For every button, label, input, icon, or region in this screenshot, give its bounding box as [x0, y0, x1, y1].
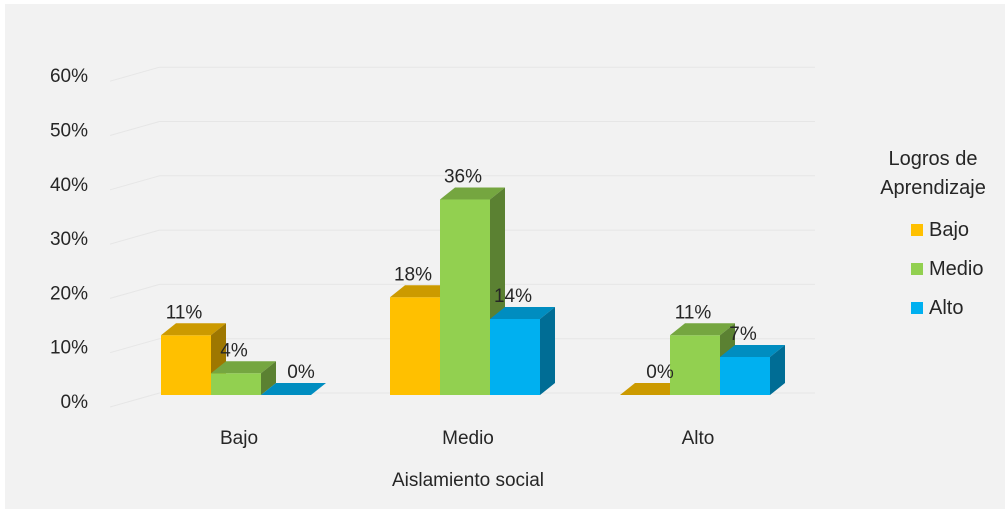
- y-tick-label: 20%: [50, 283, 88, 304]
- data-label: 11%: [675, 302, 712, 323]
- legend-swatch: [911, 302, 923, 314]
- data-label: 14%: [494, 286, 532, 307]
- gridline-diag: [109, 175, 160, 191]
- x-tick-label: Medio: [442, 428, 494, 449]
- y-tick-label: 40%: [50, 175, 88, 196]
- bar-alto-alto: [720, 344, 785, 395]
- gridline-diag: [109, 66, 160, 82]
- legend-label: Alto: [929, 297, 963, 319]
- x-axis-title: Aislamiento social: [392, 470, 544, 491]
- data-label: 36%: [444, 167, 482, 188]
- legend: Logros de Aprendizaje Bajo Medio Alto: [880, 148, 986, 319]
- gridline-diag: [109, 121, 160, 136]
- data-label: 0%: [287, 362, 315, 383]
- legend-swatch: [911, 224, 923, 236]
- bar-chart-3d: 0% 10% 20% 30% 40% 50% 60% 11% 4% 0% 18% 36% 14% 0% 1…: [50, 66, 986, 491]
- data-label: 11%: [166, 302, 203, 323]
- bar-alto-bajo: [620, 383, 685, 395]
- gridline-diag: [109, 338, 160, 354]
- data-label: 7%: [729, 324, 757, 345]
- bar-medio-alto: [490, 306, 555, 395]
- legend-label: Medio: [929, 258, 983, 280]
- legend-label: Bajo: [929, 219, 969, 241]
- gridline-diag: [109, 392, 160, 408]
- legend-title: Aprendizaje: [880, 177, 986, 199]
- y-tick-label: 60%: [50, 66, 88, 87]
- y-tick-label: 50%: [50, 121, 88, 142]
- bar-bajo-alto: [261, 383, 326, 395]
- x-tick-label: Alto: [682, 428, 715, 449]
- data-label: 18%: [394, 264, 432, 285]
- gridline-diag: [109, 283, 160, 299]
- y-tick-label: 10%: [50, 338, 88, 359]
- chart-area: 0% 10% 20% 30% 40% 50% 60% 11% 4% 0% 18% 36% 14% 0% 1…: [5, 4, 1005, 509]
- y-tick-label: 0%: [61, 392, 89, 413]
- gridline-diag: [109, 229, 160, 245]
- legend-title: Logros de: [889, 148, 978, 170]
- x-tick-label: Bajo: [220, 428, 258, 449]
- y-tick-label: 30%: [50, 229, 88, 250]
- bar-bajo-medio: [211, 361, 276, 395]
- data-label: 4%: [220, 340, 248, 361]
- data-label: 0%: [646, 362, 674, 383]
- legend-swatch: [911, 263, 923, 275]
